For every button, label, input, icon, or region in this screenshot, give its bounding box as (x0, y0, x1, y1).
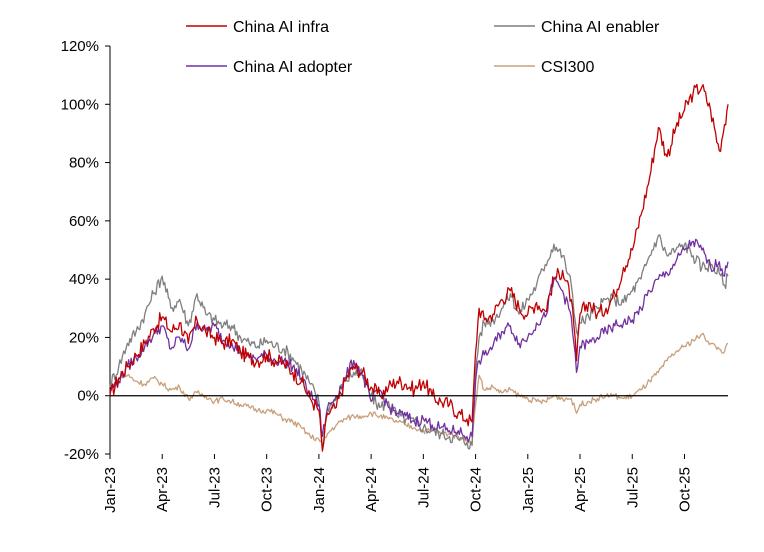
legend-label-china-ai-enabler: China AI enabler (541, 19, 660, 36)
legend-label-csi300: CSI300 (541, 59, 594, 76)
legend-label-china-ai-infra: China AI infra (233, 19, 329, 36)
series-line-csi300 (109, 332, 729, 446)
y-tick-label: 0% (77, 388, 99, 405)
y-axis: -20% 0% 20% 40% 60% 80% 100% 120% (61, 38, 111, 463)
x-tick-label: Apr-24 (363, 467, 380, 512)
x-tick-label: Apr-25 (572, 467, 589, 512)
y-tick-label: 40% (69, 271, 99, 288)
y-tick-label: 60% (69, 213, 99, 230)
x-tick-label: Jul-23 (206, 467, 223, 508)
y-tick-label: -20% (64, 446, 99, 463)
y-tick-label: 120% (61, 38, 99, 55)
legend: China AI infra China AI enabler China AI a… (186, 19, 660, 76)
y-tick-label: 80% (69, 155, 99, 172)
x-tick-label: Jul-24 (415, 467, 432, 508)
x-tick-label: Oct-24 (468, 467, 485, 512)
series-line-china-ai-adopter (109, 238, 729, 443)
x-tick-label: Oct-25 (676, 467, 693, 512)
x-tick-label: Jan-25 (520, 467, 537, 513)
x-tick-label: Oct-23 (259, 467, 276, 512)
x-tick-label: Apr-23 (154, 467, 171, 512)
x-tick-label: Jan-23 (102, 467, 119, 513)
x-tick-label: Jan-24 (311, 467, 328, 513)
series-line-china-ai-infra (109, 83, 729, 452)
y-tick-label: 20% (69, 329, 99, 346)
legend-label-china-ai-adopter: China AI adopter (233, 59, 353, 76)
x-tick-label: Jul-25 (624, 467, 641, 508)
series-line-china-ai-enabler (109, 234, 729, 450)
y-tick-label: 100% (61, 96, 99, 113)
x-axis: Jan-23 Apr-23 Jul-23 Oct-23 Jan-24 Apr-24 Jul-… (102, 454, 693, 513)
series-layer (109, 83, 729, 452)
